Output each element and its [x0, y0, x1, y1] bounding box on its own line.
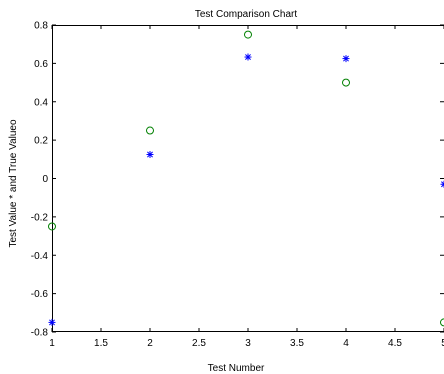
x-tick-label: 3: [245, 338, 251, 349]
chart-title: Test Comparison Chart: [195, 9, 297, 20]
x-axis: 1 1.5 2 2.5 3 3.5 4 4.5 5: [49, 25, 444, 349]
y-tick-label: -0.8: [31, 328, 49, 339]
x-tick-label: 2.5: [192, 338, 206, 349]
true-value-point: [244, 30, 252, 39]
x-tick-label: 2: [147, 338, 153, 349]
plot-area: [52, 25, 444, 332]
true-value-point: [146, 126, 154, 135]
y-tick-label: -0.2: [31, 212, 49, 223]
y-axis: -0.8 -0.6 -0.4 -0.2 0 0.2 0.4 0.6 0.8: [31, 21, 444, 339]
test-value-point: [48, 318, 56, 326]
y-tick-label: -0.4: [31, 251, 49, 262]
y-tick-label: -0.6: [31, 289, 49, 300]
test-value-point: [146, 151, 154, 159]
x-tick-label: 5: [441, 338, 444, 349]
x-axis-title: Test Number: [208, 363, 265, 374]
data-markers: [48, 30, 444, 327]
x-tick-label: 4: [343, 338, 349, 349]
y-tick-label: 0.2: [34, 136, 48, 147]
y-tick-label: 0.6: [34, 59, 48, 70]
true-value-point: [48, 222, 56, 231]
x-tick-label: 3.5: [290, 338, 304, 349]
x-tick-label: 1.5: [94, 338, 108, 349]
true-value-point: [440, 318, 444, 327]
x-tick-label: 1: [49, 338, 55, 349]
x-tick-label: 4.5: [388, 338, 402, 349]
test-value-point: [342, 55, 350, 63]
plot-frame: [52, 25, 444, 332]
y-tick-label: 0.4: [34, 97, 48, 108]
y-axis-title: Test Value * and True Valueo: [8, 119, 19, 247]
true-value-point: [342, 78, 350, 87]
test-value-point: [440, 180, 444, 188]
y-tick-label: 0.8: [34, 21, 48, 32]
y-tick-label: 0: [42, 174, 48, 185]
test-value-point: [244, 53, 252, 61]
